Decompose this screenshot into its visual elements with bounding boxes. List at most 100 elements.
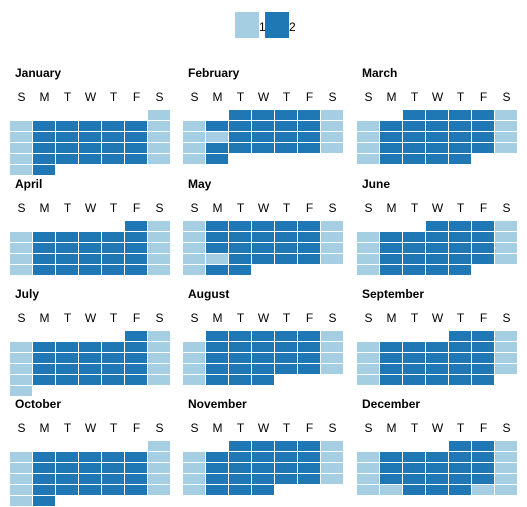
day-cell	[403, 132, 426, 143]
day-cell	[252, 254, 275, 265]
day-cell	[321, 232, 344, 243]
day-cell	[495, 452, 518, 463]
day-cell	[10, 154, 33, 165]
weekday-label: T	[456, 90, 465, 104]
day-cell	[102, 364, 125, 375]
day-cell	[148, 452, 171, 463]
day-cell	[275, 331, 298, 342]
day-cell	[229, 254, 252, 265]
day-cell	[275, 474, 298, 485]
day-cell	[495, 110, 518, 121]
weekday-label: W	[84, 421, 97, 435]
weekday-label: S	[364, 90, 373, 104]
weekday-label: W	[257, 311, 270, 325]
day-cell	[56, 375, 79, 386]
day-cell	[56, 452, 79, 463]
month-title: March	[362, 66, 398, 80]
day-cell	[79, 232, 102, 243]
weekday-label: S	[190, 311, 199, 325]
day-cell	[357, 154, 380, 165]
day-cell	[472, 221, 495, 232]
day-cell	[449, 441, 472, 452]
day-cell	[426, 143, 449, 154]
day-cell	[56, 265, 79, 276]
day-cell	[495, 364, 518, 375]
day-cell	[33, 364, 56, 375]
day-cell	[125, 463, 148, 474]
day-cell	[148, 342, 171, 353]
day-cell	[56, 353, 79, 364]
day-cell	[495, 463, 518, 474]
month-cells	[183, 110, 347, 165]
day-cell	[403, 110, 426, 121]
day-cell	[56, 154, 79, 165]
day-cell	[403, 485, 426, 496]
day-cell	[229, 265, 252, 276]
day-cell	[495, 132, 518, 143]
day-cell	[206, 254, 229, 265]
day-cell	[252, 232, 275, 243]
month-title: August	[188, 287, 230, 301]
day-cell	[33, 265, 56, 276]
weekday-label: T	[282, 201, 291, 215]
month-january: January S M T W T F S	[10, 66, 174, 176]
day-cell	[79, 265, 102, 276]
day-cell	[321, 110, 344, 121]
day-cell	[449, 110, 472, 121]
day-cell	[298, 353, 321, 364]
day-cell	[298, 132, 321, 143]
day-cell	[357, 232, 380, 243]
day-cell	[229, 121, 252, 132]
day-cell	[102, 121, 125, 132]
weekday-label: T	[63, 90, 72, 104]
day-cell	[357, 265, 380, 276]
weekday-label: W	[431, 421, 444, 435]
month-november: November S M T W T F S	[183, 397, 347, 505]
day-cell	[275, 121, 298, 132]
day-cell	[403, 265, 426, 276]
weekday-label: S	[155, 90, 164, 104]
day-cell	[252, 132, 275, 143]
day-cell	[10, 496, 33, 507]
day-cell	[125, 232, 148, 243]
weekday-label: S	[17, 90, 26, 104]
day-cell	[102, 265, 125, 276]
day-cell	[33, 121, 56, 132]
weekday-label: T	[456, 421, 465, 435]
weekday-label: T	[456, 311, 465, 325]
weekday-label: F	[132, 311, 141, 325]
day-cell	[426, 375, 449, 386]
day-cell	[252, 110, 275, 121]
day-cell	[403, 121, 426, 132]
day-cell	[403, 364, 426, 375]
weekday-label: T	[236, 311, 245, 325]
month-august: August S M T W T F S	[183, 287, 347, 395]
weekday-label: S	[328, 421, 337, 435]
day-cell	[79, 353, 102, 364]
day-cell	[472, 121, 495, 132]
day-cell	[472, 474, 495, 485]
day-cell	[449, 221, 472, 232]
day-cell	[403, 474, 426, 485]
month-february: February S M T W T F S	[183, 66, 347, 174]
legend-label-2: 2	[289, 20, 296, 34]
day-cell	[79, 342, 102, 353]
month-cells	[183, 331, 347, 386]
day-cell	[252, 375, 275, 386]
weekday-label: F	[305, 201, 314, 215]
day-cell	[229, 364, 252, 375]
day-cell	[229, 331, 252, 342]
day-cell	[148, 265, 171, 276]
day-cell	[495, 121, 518, 132]
day-cell	[321, 254, 344, 265]
day-cell	[426, 485, 449, 496]
weekday-label: S	[502, 201, 511, 215]
weekday-label: T	[410, 90, 419, 104]
day-cell	[357, 375, 380, 386]
day-cell	[321, 441, 344, 452]
weekday-label: T	[282, 311, 291, 325]
day-cell	[275, 364, 298, 375]
day-cell	[183, 232, 206, 243]
weekday-label: T	[236, 201, 245, 215]
day-cell	[472, 254, 495, 265]
